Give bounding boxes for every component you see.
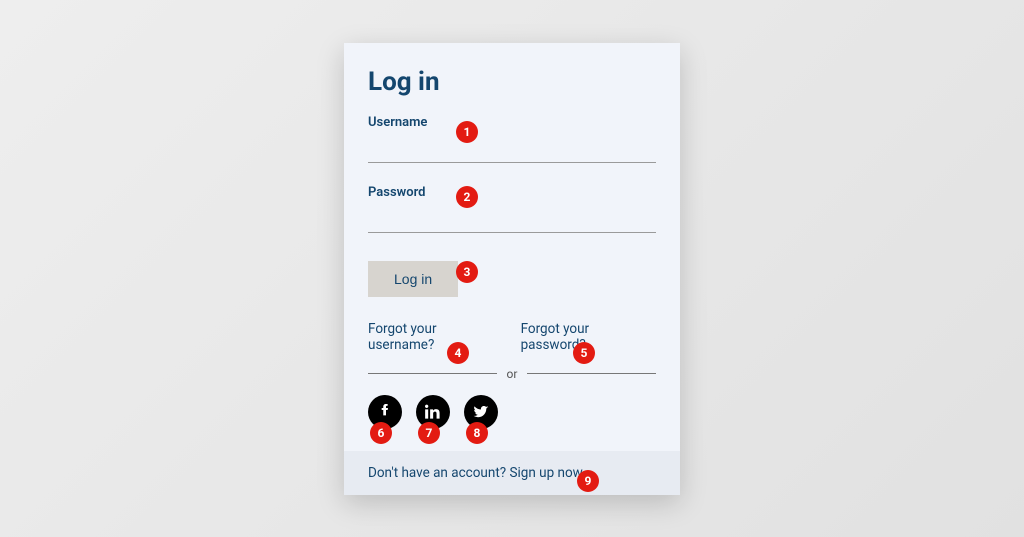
twitter-button[interactable] (464, 395, 498, 429)
forgot-username-link[interactable]: Forgot your username? (368, 321, 505, 353)
divider-line-right (527, 373, 656, 374)
username-label: Username (368, 115, 656, 130)
forgot-password-link[interactable]: Forgot your password? (521, 321, 656, 353)
password-label: Password (368, 185, 656, 200)
linkedin-button[interactable] (416, 395, 450, 429)
divider-label: or (507, 367, 518, 381)
footer-text: Don't have an account? (368, 465, 509, 481)
page-title: Log in (368, 67, 656, 97)
signup-footer: Don't have an account? Sign up now (344, 451, 680, 495)
facebook-icon (377, 404, 393, 420)
linkedin-icon (425, 404, 441, 420)
twitter-icon (473, 404, 489, 420)
password-input[interactable] (368, 204, 656, 233)
divider-line-left (368, 373, 497, 374)
username-input[interactable] (368, 134, 656, 163)
password-field: Password (368, 185, 656, 233)
login-card: Log in Username Password Log in Forgot y… (344, 43, 680, 495)
username-field: Username (368, 115, 656, 163)
or-divider: or (368, 367, 656, 381)
login-button[interactable]: Log in (368, 261, 458, 297)
card-body: Log in Username Password Log in Forgot y… (344, 43, 680, 429)
signup-link[interactable]: Sign up now (509, 465, 582, 481)
facebook-button[interactable] (368, 395, 402, 429)
forgot-row: Forgot your username? Forgot your passwo… (368, 321, 656, 353)
social-row (368, 395, 656, 429)
